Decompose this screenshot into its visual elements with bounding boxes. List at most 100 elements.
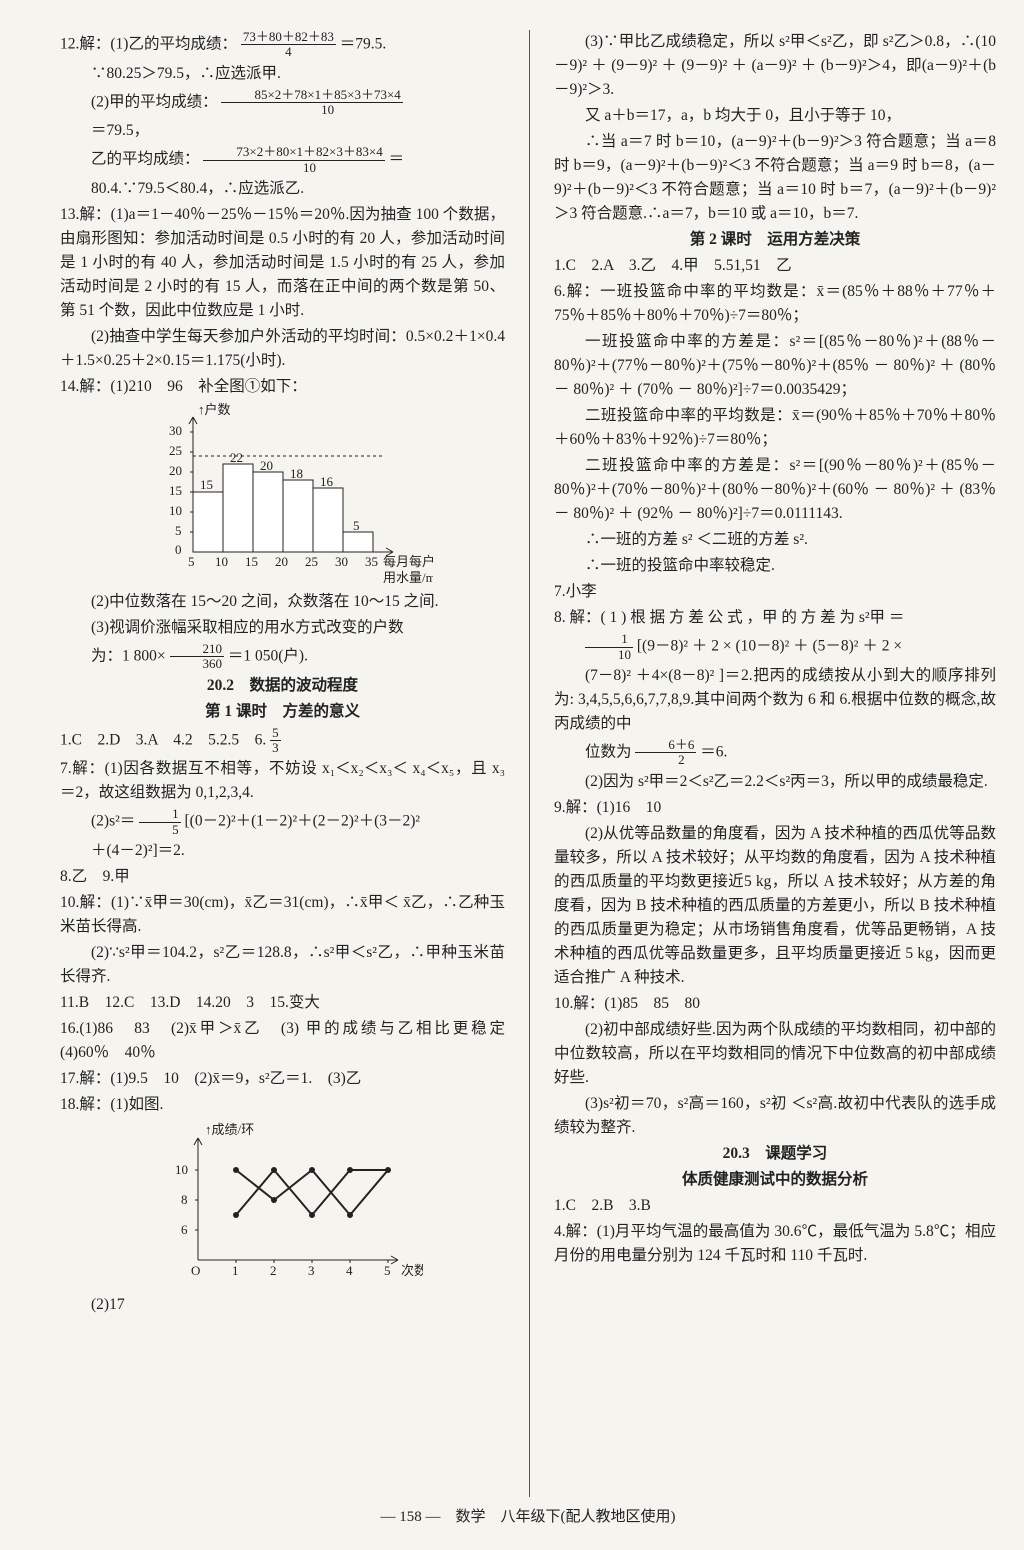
text: 4.解：(1)月平均气温的最高值为 30.6℃，最低气温为 5.8℃；相应月份的…: [554, 1220, 996, 1268]
footer-label: 数学 八年级下(配人教地区使用): [456, 1509, 676, 1525]
line-chart-svg: ↑成绩/环 6 8 10 O 1 2 3 4: [143, 1120, 423, 1290]
svg-text:16: 16: [320, 474, 334, 489]
t: ＝6.: [700, 743, 727, 760]
text: 13.解：(1)a＝1－40％－25％－15％＝20％.因为抽查 100 个数据…: [60, 203, 505, 323]
svg-text:15: 15: [169, 483, 182, 498]
text: 1.C 2.B 3.B: [554, 1194, 996, 1218]
svg-text:15: 15: [200, 477, 213, 492]
den: 4: [241, 45, 336, 59]
text: 6.解：一班投篮命中率的平均数是：x̄＝(85％＋88％＋77％＋75％＋85％…: [554, 280, 996, 328]
t: ＝1 050(户).: [228, 647, 308, 664]
text: 17.解：(1)9.5 10 (2)x̄＝9，s²乙＝1. (3)乙: [60, 1067, 505, 1091]
text: 8.乙 9.甲: [60, 865, 505, 889]
text: 10.解：(1)85 85 80: [554, 992, 996, 1016]
t: ＝: [389, 151, 405, 168]
num: 210: [170, 642, 225, 657]
svg-text:0: 0: [175, 542, 182, 557]
den: 10: [585, 648, 633, 662]
text: 二班投篮命中率的方差是：s²＝[(90％－80％)²＋(85％－80％)²＋(7…: [554, 454, 996, 526]
svg-text:3: 3: [308, 1263, 315, 1278]
svg-text:用水量/m³: 用水量/m³: [383, 570, 433, 585]
heading: 体质健康测试中的数据分析: [554, 1168, 996, 1192]
text: (2)抽查中学生每天参加户外活动的平均时间：0.5×0.2＋1×0.4＋1.5×…: [60, 325, 505, 373]
svg-text:10: 10: [169, 503, 182, 518]
text: ∴一班的投篮命中率较稳定.: [554, 554, 996, 578]
svg-text:15: 15: [245, 554, 258, 569]
svg-text:25: 25: [305, 554, 318, 569]
text: ∵80.25＞79.5，∴应选派甲.: [60, 62, 505, 86]
text: 二班投篮命中率的平均数是：x̄＝(90％＋85％＋70％＋80％＋60％＋83％…: [554, 404, 996, 452]
fraction: 110: [585, 632, 633, 662]
den: 10: [221, 103, 402, 117]
text: (2)17: [60, 1293, 505, 1317]
text: 16.(1)86 83 (2)x̄甲＞x̄乙 (3) 甲的成绩与乙相比更稳定 (…: [60, 1017, 505, 1065]
text: (2)甲的平均成绩： 85×2＋78×1＋85×3＋73×410: [60, 88, 505, 118]
svg-text:10: 10: [215, 554, 228, 569]
svg-text:↑成绩/环: ↑成绩/环: [205, 1122, 254, 1137]
svg-text:2: 2: [270, 1263, 277, 1278]
den: 2: [635, 753, 696, 767]
text: 14.解：(1)210 96 补全图①如下：: [60, 375, 505, 399]
svg-text:20: 20: [275, 554, 288, 569]
num: 73×2＋80×1＋82×3＋83×4: [203, 145, 384, 160]
svg-text:1: 1: [232, 1263, 239, 1278]
num: 1: [585, 632, 633, 647]
text: (2)∵s²甲＝104.2，s²乙＝128.8，∴s²甲＜s²乙，∴甲种玉米苗长…: [60, 941, 505, 989]
text: (7－8)² ＋4×(8－8)² ]＝2.把丙的成绩按从小到大的顺序排列为: 3…: [554, 664, 996, 736]
fraction: 73＋80＋82＋834: [241, 30, 336, 60]
heading: 第 2 课时 运用方差决策: [554, 228, 996, 252]
left-column: 12.解：(1)乙的平均成绩： 73＋80＋82＋834 ＝79.5. ∵80.…: [60, 30, 505, 1497]
fraction: 85×2＋78×1＋85×3＋73×410: [221, 88, 402, 118]
text: 80.4.∵79.5＜80.4，∴应选派乙.: [60, 177, 505, 201]
text: 7.解：(1)因各数据互不相等，不妨设 x₁＜x₂＜x₃＜ x₄＜x₅，且 x₃…: [60, 757, 505, 805]
t: [(9－8)² ＋ 2 × (10－8)² ＋ (5－8)² ＋ 2 ×: [637, 638, 902, 655]
svg-text:4: 4: [346, 1263, 353, 1278]
t: 为：1 800×: [91, 647, 166, 664]
page-number: — 158 —: [381, 1509, 441, 1525]
text: ＋(4－2)²]＝2.: [60, 839, 505, 863]
svg-text:每月每户: 每月每户: [383, 554, 433, 569]
t: 位数为: [585, 743, 632, 760]
text: (3)s²初＝70，s²高＝160，s²初 ＜s²高.故初中代表队的选手成绩较为…: [554, 1092, 996, 1140]
svg-text:18: 18: [290, 466, 303, 481]
svg-text:O: O: [191, 1263, 200, 1278]
text: (2)中位数落在 15～20 之间，众数落在 10～15 之间.: [60, 590, 505, 614]
text: 12.解：(1)乙的平均成绩： 73＋80＋82＋834 ＝79.5.: [60, 30, 505, 60]
num: 6＋6: [635, 738, 696, 753]
columns: 12.解：(1)乙的平均成绩： 73＋80＋82＋834 ＝79.5. ∵80.…: [60, 30, 996, 1497]
text: 又 a＋b＝17，a，b 均大于 0，且小于等于 10，: [554, 104, 996, 128]
t: (2)甲的平均成绩：: [91, 93, 218, 110]
svg-text:5: 5: [384, 1263, 391, 1278]
svg-text:20: 20: [169, 463, 182, 478]
fraction: 210360: [170, 642, 225, 672]
t: ＝79.5.: [340, 35, 387, 52]
svg-text:次数: 次数: [401, 1263, 423, 1278]
text: 9.解：(1)16 10: [554, 796, 996, 820]
heading: 20.3 课题学习: [554, 1142, 996, 1166]
text: 位数为 6＋62 ＝6.: [554, 738, 996, 768]
t: 12.解：(1)乙的平均成绩：: [60, 35, 237, 52]
den: 10: [203, 161, 384, 175]
text: (2)从优等品数量的角度看，因为 A 技术种植的西瓜优等品数量较多，所以 A 技…: [554, 822, 996, 990]
num: 5: [270, 726, 281, 741]
den: 3: [270, 741, 281, 755]
text: 18.解：(1)如图.: [60, 1093, 505, 1117]
svg-text:5: 5: [175, 523, 182, 538]
svg-text:6: 6: [181, 1222, 188, 1237]
num: 85×2＋78×1＋85×3＋73×4: [221, 88, 402, 103]
text: 一班投篮命中率的方差是：s²＝[(85％－80％)²＋(88％－80％)²＋(7…: [554, 330, 996, 402]
num: 1: [139, 807, 181, 822]
text: 8. 解：( 1 ) 根 据 方 差 公 式 ，甲 的 方 差 为 s²甲 ＝: [554, 606, 996, 630]
text: 10.解：(1)∵x̄甲＝30(cm)，x̄乙＝31(cm)，∴x̄甲＜ x̄乙…: [60, 891, 505, 939]
text: (2)初中部成绩好些.因为两个队成绩的平均数相同，初中部的中位数较高，所以在平均…: [554, 1018, 996, 1090]
heading: 20.2 数据的波动程度: [60, 674, 505, 698]
svg-text:↑户数: ↑户数: [198, 402, 231, 417]
footer: — 158 — 数学 八年级下(配人教地区使用): [60, 1497, 996, 1526]
svg-text:25: 25: [169, 443, 182, 458]
svg-text:30: 30: [335, 554, 348, 569]
text: (3)视调价涨幅采取相应的用水方式改变的户数: [60, 616, 505, 640]
text: 7.小李: [554, 580, 996, 604]
t: 乙的平均成绩：: [91, 151, 200, 168]
text: 1.C 2.A 3.乙 4.甲 5.51,51 乙: [554, 254, 996, 278]
svg-text:5: 5: [188, 554, 195, 569]
